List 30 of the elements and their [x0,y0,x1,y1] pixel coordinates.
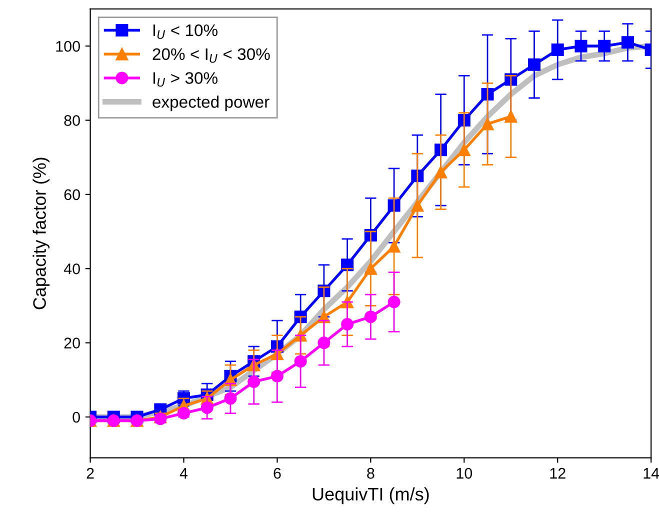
point [504,110,518,123]
point [388,240,400,253]
x-tick-label: 12 [550,468,566,479]
x-axis-title: UequivTI (m/s) [312,487,429,504]
x-tick-label: 4 [180,468,188,479]
legend-label: I$_{U}$ > 30% [153,72,218,87]
point [318,336,330,350]
point [270,370,284,382]
point [248,375,260,388]
point [200,401,214,414]
x-tick-label: 6 [274,468,281,479]
y-tick-label: 40 [64,263,80,274]
legend-label: 20% < I$_{U}$ < 30% [152,48,270,63]
point [481,88,494,101]
point [388,296,400,308]
legend-label: I$_{U}$ < 10% [153,24,218,39]
x-tick-label: 2 [86,468,94,479]
x-tick-label: 8 [367,468,374,479]
x-tick-label: 14 [644,468,659,479]
y-tick-label: 80 [64,115,80,126]
x-tick-label: 10 [456,468,472,479]
point [388,199,400,212]
y-tick-label: 0 [72,412,80,423]
y-axis-title: Capacity factor (%) [32,158,50,310]
y-tick-label: 60 [64,189,80,200]
point [224,392,237,405]
legend-label: expected power [152,96,270,112]
y-tick-label: 100 [56,40,80,52]
point [574,40,588,52]
y-tick-label: 20 [64,338,80,348]
